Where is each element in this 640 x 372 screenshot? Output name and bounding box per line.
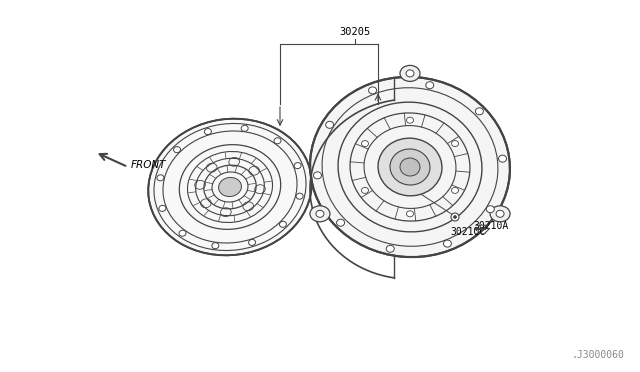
Ellipse shape (362, 187, 369, 193)
Ellipse shape (454, 215, 456, 218)
Ellipse shape (386, 245, 394, 252)
Ellipse shape (369, 87, 376, 94)
Ellipse shape (451, 213, 459, 221)
Text: 30210A: 30210A (473, 221, 508, 231)
Ellipse shape (486, 206, 494, 213)
Text: 30210C: 30210C (450, 227, 485, 237)
Ellipse shape (274, 138, 281, 144)
Ellipse shape (159, 205, 166, 211)
Ellipse shape (452, 141, 458, 147)
Ellipse shape (476, 108, 483, 115)
Ellipse shape (148, 119, 312, 255)
Ellipse shape (157, 175, 164, 181)
Text: .J3000060: .J3000060 (572, 350, 625, 360)
Ellipse shape (496, 210, 504, 217)
Ellipse shape (378, 138, 442, 196)
Ellipse shape (390, 149, 430, 185)
Ellipse shape (218, 177, 241, 196)
Ellipse shape (310, 206, 330, 222)
Ellipse shape (241, 125, 248, 131)
Ellipse shape (212, 243, 219, 249)
Ellipse shape (400, 65, 420, 81)
Ellipse shape (326, 121, 333, 128)
Ellipse shape (400, 158, 420, 176)
Ellipse shape (173, 147, 180, 153)
Ellipse shape (362, 141, 369, 147)
Ellipse shape (316, 210, 324, 217)
Ellipse shape (426, 82, 434, 89)
Ellipse shape (406, 70, 414, 77)
Ellipse shape (490, 206, 510, 222)
Ellipse shape (499, 155, 506, 162)
Ellipse shape (179, 230, 186, 236)
Text: FRONT: FRONT (131, 160, 166, 170)
Ellipse shape (204, 129, 211, 135)
Ellipse shape (406, 211, 413, 217)
Text: 30205: 30205 (339, 27, 371, 37)
Ellipse shape (406, 117, 413, 123)
Ellipse shape (444, 240, 451, 247)
Ellipse shape (314, 172, 321, 179)
Ellipse shape (452, 187, 458, 193)
Ellipse shape (280, 221, 287, 227)
Ellipse shape (248, 240, 255, 246)
Ellipse shape (310, 77, 510, 257)
Ellipse shape (337, 219, 344, 226)
Ellipse shape (296, 193, 303, 199)
Ellipse shape (294, 163, 301, 169)
